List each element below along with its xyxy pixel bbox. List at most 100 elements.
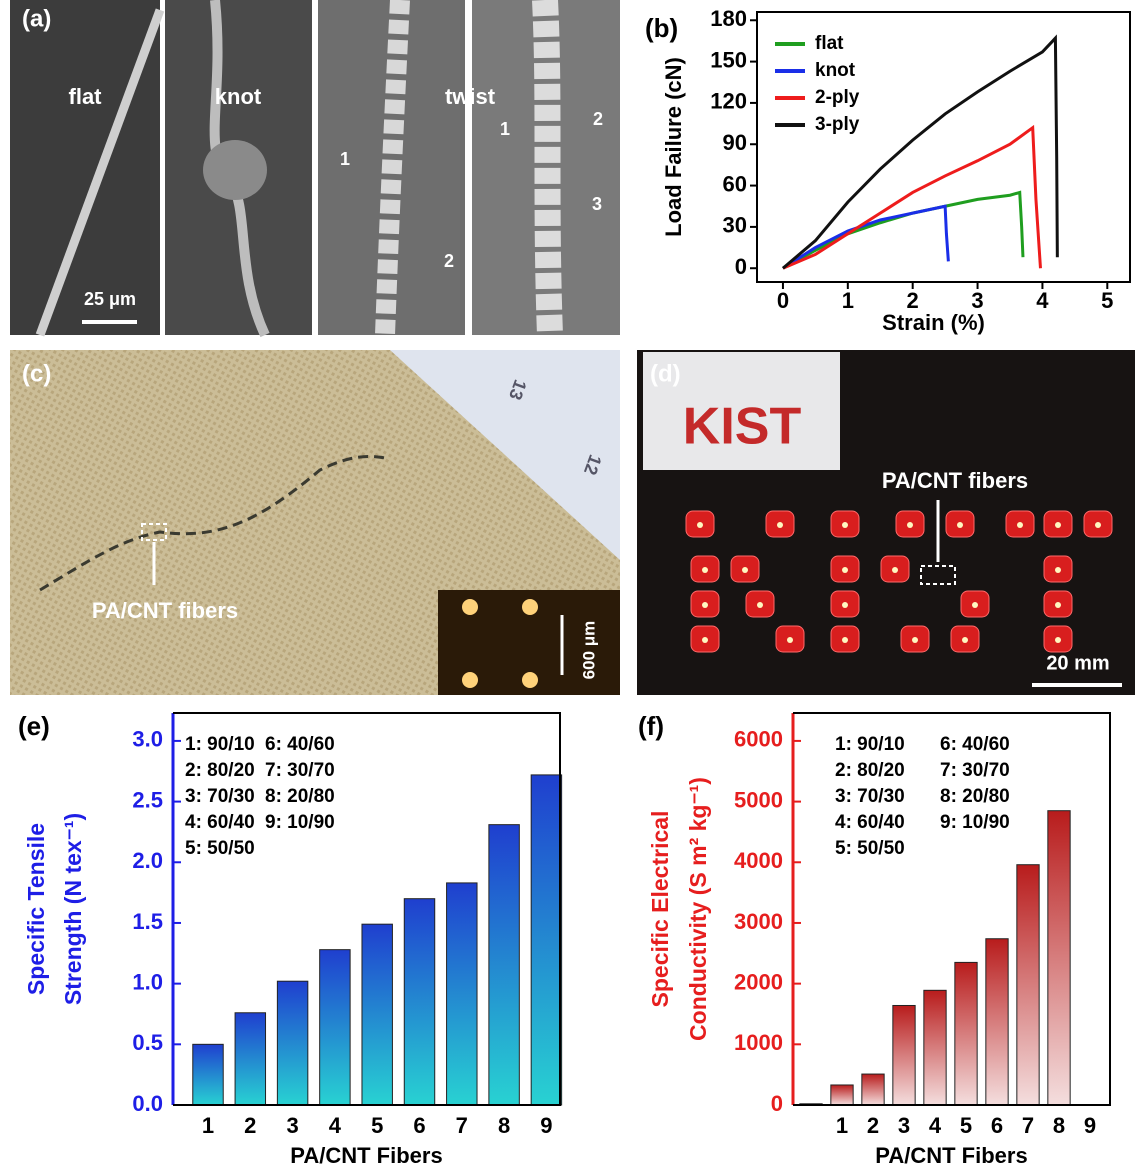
annotation: 7: 30/70 (265, 760, 335, 781)
x-axis-label: Strain (%) (882, 310, 985, 335)
bar (277, 981, 307, 1105)
y-tick-label: 1000 (734, 1030, 783, 1055)
page: (a) flat knot twist 25 μm 1 2 1 2 3 (c) … (0, 0, 1135, 1170)
led-light (842, 522, 848, 528)
bar (924, 990, 946, 1105)
led-light (702, 567, 708, 573)
bar (955, 962, 977, 1105)
led-light (697, 522, 703, 528)
image-label: twist (445, 84, 496, 109)
y-axis-label: Conductivity (S m² kg⁻¹) (685, 777, 711, 1041)
y-tick-label: 60 (723, 171, 747, 196)
bar (531, 775, 561, 1105)
x-tick-label: 5 (371, 1113, 383, 1138)
y-tick-label: 4000 (734, 848, 783, 873)
scale-label: 25 μm (84, 289, 136, 309)
y-tick-label: 3.0 (132, 727, 163, 752)
x-tick-label: 1 (842, 288, 854, 313)
led-light (787, 637, 793, 643)
y-tick-label: 2.5 (132, 787, 163, 812)
bar (831, 1085, 853, 1105)
bar (1048, 811, 1070, 1105)
bar (235, 1013, 265, 1105)
fiber-label: PA/CNT fibers (882, 468, 1028, 493)
bar (404, 899, 434, 1105)
legend-label: 2-ply (815, 87, 860, 108)
fiber-label: PA/CNT fibers (92, 598, 238, 623)
bar (893, 1005, 915, 1105)
led-light (842, 567, 848, 573)
bar (986, 939, 1008, 1105)
logo-text: KIST (683, 398, 802, 456)
y-axis-label: Specific Electrical (647, 811, 673, 1008)
y-tick-label: 5000 (734, 787, 783, 812)
x-tick-label: 6 (413, 1113, 425, 1138)
x-tick-label: 5 (960, 1113, 972, 1138)
arrow-number: 2 (593, 109, 603, 129)
sem-image (10, 0, 160, 335)
image-label: flat (69, 84, 103, 109)
inset-scale: 600 μm (579, 621, 598, 680)
led-light (702, 602, 708, 608)
led-light (1055, 567, 1061, 573)
figure: (a) flat knot twist 25 μm 1 2 1 2 3 (c) … (0, 0, 1135, 1170)
y-tick-label: 0 (735, 254, 747, 279)
y-axis-label: Specific Tensile (23, 823, 49, 995)
led-light (1055, 637, 1061, 643)
legend-label: flat (815, 33, 844, 54)
panel-label: (a) (22, 5, 51, 32)
panel-label: (e) (18, 711, 50, 741)
bar (320, 950, 350, 1105)
light-spot (522, 672, 538, 688)
y-tick-label: 1.5 (132, 909, 163, 934)
annotation: 3: 70/30 (835, 786, 905, 807)
annotation: 5: 50/50 (835, 838, 905, 859)
x-tick-label: 4 (329, 1113, 342, 1138)
annotation: 5: 50/50 (185, 838, 255, 859)
knot (203, 140, 267, 200)
bar (193, 1044, 223, 1105)
image-label: knot (215, 84, 262, 109)
x-tick-label: 7 (456, 1113, 468, 1138)
panel-c: (c) PA/CNT fibers 600 μm 13 12 (10, 350, 620, 695)
bar (1017, 865, 1039, 1105)
annotation: 1: 90/10 (835, 734, 905, 755)
led-light (1055, 602, 1061, 608)
panel-label: (b) (645, 13, 678, 43)
x-tick-label: 8 (1053, 1113, 1065, 1138)
data-line (783, 192, 1023, 268)
led-light (777, 522, 783, 528)
annotation: 2: 80/20 (185, 760, 255, 781)
led-light (842, 637, 848, 643)
arrow-number: 1 (500, 119, 510, 139)
light-spot (462, 599, 478, 615)
y-axis-label: Strength (N tex⁻¹) (60, 813, 86, 1005)
x-tick-label: 3 (898, 1113, 910, 1138)
y-tick-label: 2.0 (132, 848, 163, 873)
y-tick-label: 0 (771, 1091, 783, 1116)
bar (489, 825, 519, 1105)
led-light (912, 637, 918, 643)
y-tick-label: 180 (710, 6, 747, 31)
panel-a: (a) flat knot twist 25 μm 1 2 1 2 3 (10, 0, 620, 335)
arrow-number: 3 (592, 194, 602, 214)
bar (862, 1074, 884, 1105)
annotation: 4: 60/40 (185, 812, 255, 833)
annotation: 9: 10/90 (940, 812, 1010, 833)
panel-d: KIST (d) PA/CNT fibers 20 mm (637, 350, 1135, 695)
y-tick-label: 1.0 (132, 969, 163, 994)
x-tick-label: 1 (836, 1113, 848, 1138)
legend-label: knot (815, 60, 856, 81)
x-tick-label: 9 (540, 1113, 552, 1138)
y-tick-label: 90 (723, 130, 747, 155)
light-spot (462, 672, 478, 688)
bar (362, 924, 392, 1105)
x-tick-label: 4 (1036, 288, 1049, 313)
annotation: 9: 10/90 (265, 812, 335, 833)
annotation: 6: 40/60 (940, 734, 1010, 755)
led-light (972, 602, 978, 608)
led-light (957, 522, 963, 528)
y-tick-label: 30 (723, 213, 747, 238)
x-tick-label: 3 (286, 1113, 298, 1138)
annotation: 3: 70/30 (185, 786, 255, 807)
